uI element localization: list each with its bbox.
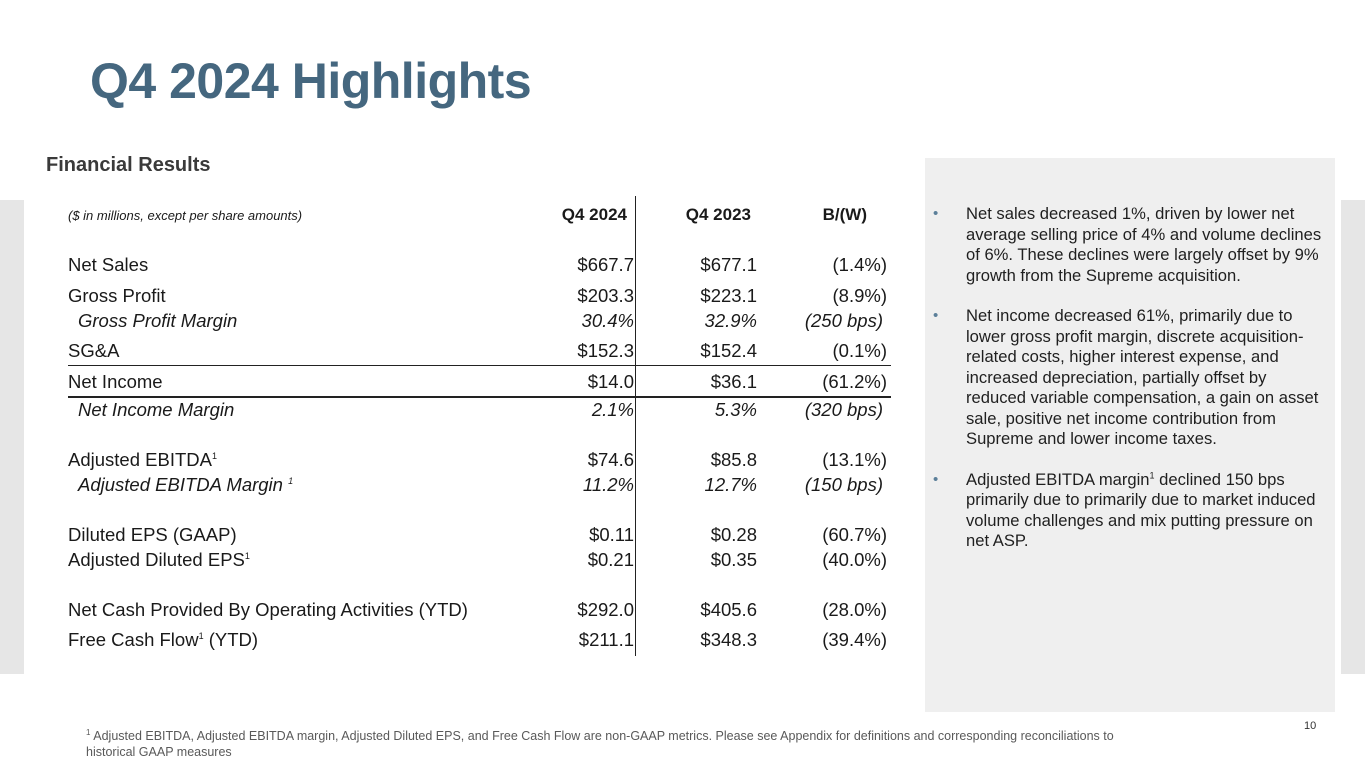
cell-q4-2024: 11.2%	[582, 474, 634, 495]
cell-bw: (39.4%)	[822, 629, 887, 650]
cell-q4-2024: $152.3	[577, 340, 634, 361]
bullet-icon: •	[933, 470, 939, 488]
cell-bw: (60.7%)	[822, 524, 887, 545]
cell-q4-2023: $348.3	[700, 629, 757, 650]
table-row: Net Income $14.0 $36.1 (61.2%)	[68, 371, 891, 395]
cell-q4-2023: $0.28	[710, 524, 757, 545]
bullet-icon: •	[933, 307, 939, 324]
page-number: 10	[1304, 720, 1317, 732]
column-header-q4-2023: Q4 2023	[685, 205, 751, 224]
column-header-bw: B/(W)	[822, 205, 867, 224]
footnote-marker: 1	[288, 475, 294, 486]
table-header-row: ($ in millions, except per share amounts…	[68, 205, 891, 229]
cell-q4-2023: $223.1	[700, 285, 757, 306]
cell-q4-2024: $203.3	[577, 285, 634, 306]
table-row: SG&A $152.3 $152.4 (0.1%)	[68, 340, 891, 364]
bullet-text: Net income decreased 61%, primarily due …	[966, 306, 1319, 448]
table-row: Adjusted Diluted EPS1 $0.21 $0.35 (40.0%…	[68, 549, 891, 573]
footnote-marker: 1	[211, 450, 217, 461]
cell-q4-2024: $667.7	[577, 254, 634, 275]
row-label: Net Sales	[68, 254, 149, 275]
footnote-marker: 1	[86, 727, 91, 737]
summary-bullet: • Net income decreased 61%, primarily du…	[933, 306, 1328, 450]
table-row: Adjusted EBITDA Margin 1 11.2% 12.7% (15…	[68, 474, 891, 498]
table-row: Net Cash Provided By Operating Activitie…	[68, 599, 891, 623]
cell-q4-2024: $0.21	[587, 549, 634, 570]
summary-bullet: • Adjusted EBITDA margin1 declined 150 b…	[933, 470, 1328, 552]
footnote-text: Adjusted EBITDA, Adjusted EBITDA margin,…	[86, 729, 1114, 759]
cell-q4-2023: 5.3%	[714, 399, 757, 420]
cell-q4-2024: $0.11	[589, 524, 634, 545]
cell-bw: (250 bps)	[804, 310, 883, 331]
cell-bw: (1.4%)	[832, 254, 888, 275]
cell-q4-2023: 12.7%	[704, 474, 757, 495]
row-label: Diluted EPS (GAAP)	[68, 524, 237, 545]
cell-bw: (150 bps)	[804, 474, 883, 495]
cell-bw: (8.9%)	[832, 285, 888, 306]
cell-bw: (0.1%)	[832, 340, 888, 361]
cell-bw: (61.2%)	[822, 371, 887, 392]
row-label: Net Cash Provided By Operating Activitie…	[68, 599, 468, 620]
section-title: Financial Results	[46, 154, 211, 176]
bullet-text-continued: declined 150 bps primarily due to primar…	[966, 469, 1316, 551]
table-row: Net Sales $667.7 $677.1 (1.4%)	[68, 254, 891, 278]
bullet-icon: •	[933, 205, 939, 222]
row-label: Gross Profit Margin	[78, 310, 238, 331]
table-row: Adjusted EBITDA1 $74.6 $85.8 (13.1%)	[68, 449, 891, 473]
row-label-text: Adjusted EBITDA Margin	[78, 474, 289, 495]
units-note: ($ in millions, except per share amounts…	[68, 208, 303, 223]
row-label: Free Cash Flow1 (YTD)	[68, 629, 258, 651]
column-header-q4-2024: Q4 2024	[561, 205, 627, 224]
cell-q4-2024: 2.1%	[591, 399, 634, 420]
cell-bw: (13.1%)	[822, 449, 887, 470]
cell-q4-2024: 30.4%	[581, 310, 634, 331]
cell-q4-2023: 32.9%	[704, 310, 757, 331]
row-label: Adjusted EBITDA Margin 1	[78, 474, 293, 496]
cell-q4-2023: $85.8	[710, 449, 757, 470]
cell-q4-2024: $211.1	[578, 629, 634, 650]
row-label: Net Income	[68, 371, 163, 392]
cell-q4-2023: $405.6	[700, 599, 757, 620]
cell-q4-2024: $14.0	[587, 371, 634, 392]
table-row: Net Income Margin 2.1% 5.3% (320 bps)	[68, 399, 891, 423]
footnote-marker: 1	[244, 550, 250, 561]
cell-q4-2023: $677.1	[700, 254, 757, 275]
summary-panel: • Net sales decreased 1%, driven by lowe…	[925, 158, 1335, 712]
table-row: Gross Profit Margin 30.4% 32.9% (250 bps…	[68, 310, 891, 334]
row-label-text: Free Cash Flow	[68, 629, 199, 650]
row-label-text: Adjusted Diluted EPS	[68, 549, 245, 570]
footnote-marker: 1	[1149, 469, 1155, 480]
row-label: Gross Profit	[68, 285, 166, 306]
cell-q4-2024: $74.6	[587, 449, 634, 470]
right-edge-bar	[1341, 200, 1365, 674]
cell-q4-2023: $36.1	[710, 371, 757, 392]
table-row: Free Cash Flow1 (YTD) $211.1 $348.3 (39.…	[68, 629, 891, 653]
left-edge-bar	[0, 200, 24, 674]
footnote: 1 Adjusted EBITDA, Adjusted EBITDA margi…	[86, 728, 1166, 760]
row-label-text: Adjusted EBITDA	[68, 449, 212, 470]
cell-bw: (320 bps)	[804, 399, 883, 420]
row-label: Net Income Margin	[78, 399, 235, 420]
bullet-text: Adjusted EBITDA margin	[966, 469, 1150, 489]
table-row: Gross Profit $203.3 $223.1 (8.9%)	[68, 285, 891, 309]
table-row: Diluted EPS (GAAP) $0.11 $0.28 (60.7%)	[68, 524, 891, 548]
bullet-text: Net sales decreased 1%, driven by lower …	[966, 204, 1322, 285]
cell-bw: (28.0%)	[822, 599, 887, 620]
summary-bullet: • Net sales decreased 1%, driven by lowe…	[933, 204, 1328, 286]
cell-bw: (40.0%)	[822, 549, 887, 570]
cell-q4-2023: $152.4	[700, 340, 757, 361]
cell-q4-2023: $0.35	[710, 549, 757, 570]
row-label: Adjusted EBITDA1	[68, 449, 217, 471]
row-label: Adjusted Diluted EPS1	[68, 549, 250, 571]
slide-title: Q4 2024 Highlights	[90, 53, 532, 109]
table-rule	[68, 365, 891, 366]
column-divider	[635, 196, 636, 656]
table-rule	[68, 396, 891, 398]
row-label-suffix: (YTD)	[203, 629, 259, 650]
row-label: SG&A	[68, 340, 120, 361]
cell-q4-2024: $292.0	[577, 599, 634, 620]
summary-bullet-list: • Net sales decreased 1%, driven by lowe…	[933, 204, 1328, 572]
financial-results-table: ($ in millions, except per share amounts…	[68, 196, 891, 656]
footnote-marker: 1	[198, 630, 204, 641]
